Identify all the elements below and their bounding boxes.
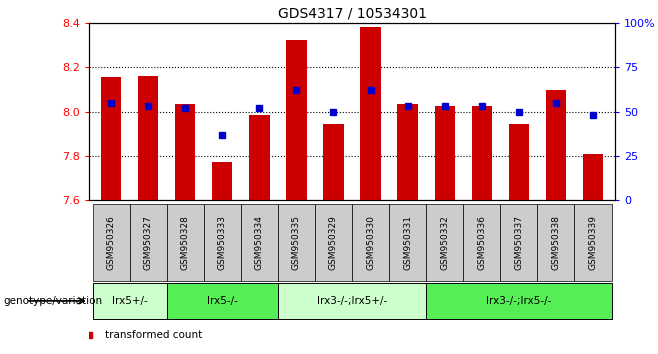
Text: GSM950334: GSM950334 bbox=[255, 215, 264, 270]
Bar bbox=[500, 204, 538, 281]
Text: GSM950337: GSM950337 bbox=[515, 215, 523, 270]
Bar bbox=[426, 204, 463, 281]
Text: GSM950328: GSM950328 bbox=[181, 215, 190, 270]
Text: GSM950330: GSM950330 bbox=[366, 215, 375, 270]
Bar bbox=[361, 27, 381, 200]
Bar bbox=[93, 204, 130, 281]
Bar bbox=[241, 204, 278, 281]
Text: GSM950327: GSM950327 bbox=[143, 215, 153, 270]
Bar bbox=[278, 204, 315, 281]
Text: GSM950338: GSM950338 bbox=[551, 215, 561, 270]
Bar bbox=[434, 106, 455, 200]
Bar bbox=[472, 106, 492, 200]
Bar bbox=[352, 204, 389, 281]
Bar bbox=[397, 104, 418, 200]
Bar bbox=[574, 204, 611, 281]
Bar bbox=[315, 204, 352, 281]
Bar bbox=[463, 204, 500, 281]
Text: GSM950339: GSM950339 bbox=[588, 215, 597, 270]
Text: lrx5+/-: lrx5+/- bbox=[112, 296, 147, 306]
Text: genotype/variation: genotype/variation bbox=[3, 296, 103, 306]
Bar bbox=[138, 76, 159, 200]
Bar bbox=[130, 204, 166, 281]
Text: GSM950329: GSM950329 bbox=[329, 215, 338, 270]
Bar bbox=[583, 154, 603, 200]
Bar bbox=[538, 204, 574, 281]
Bar bbox=[545, 91, 566, 200]
Text: GSM950331: GSM950331 bbox=[403, 215, 412, 270]
Bar bbox=[286, 40, 307, 200]
Bar bbox=[93, 283, 166, 319]
Text: GSM950332: GSM950332 bbox=[440, 215, 449, 270]
Text: lrx3-/-;lrx5-/-: lrx3-/-;lrx5-/- bbox=[486, 296, 551, 306]
Bar bbox=[323, 124, 343, 200]
Bar bbox=[204, 204, 241, 281]
Bar bbox=[101, 77, 121, 200]
Bar bbox=[278, 283, 426, 319]
Text: GSM950336: GSM950336 bbox=[477, 215, 486, 270]
Text: GSM950326: GSM950326 bbox=[107, 215, 116, 270]
Text: lrx5-/-: lrx5-/- bbox=[207, 296, 238, 306]
Title: GDS4317 / 10534301: GDS4317 / 10534301 bbox=[278, 6, 426, 21]
Bar bbox=[166, 204, 204, 281]
Bar bbox=[426, 283, 611, 319]
Text: GSM950333: GSM950333 bbox=[218, 215, 227, 270]
Text: lrx3-/-;lrx5+/-: lrx3-/-;lrx5+/- bbox=[317, 296, 387, 306]
Bar bbox=[175, 104, 195, 200]
Bar bbox=[509, 124, 529, 200]
Bar bbox=[212, 162, 232, 200]
Bar bbox=[389, 204, 426, 281]
Text: GSM950335: GSM950335 bbox=[292, 215, 301, 270]
Bar bbox=[166, 283, 278, 319]
Bar bbox=[249, 115, 270, 200]
Text: transformed count: transformed count bbox=[105, 330, 202, 341]
